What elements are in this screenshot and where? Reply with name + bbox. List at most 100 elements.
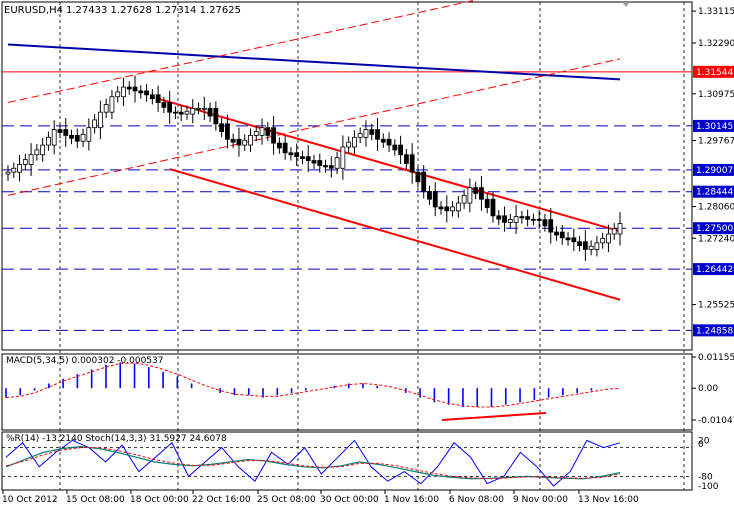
candle-body [46,136,51,146]
candle-body [392,144,398,151]
time-tick-label: 1 Nov 16:00 [384,495,439,505]
price-tick-label: 1.28060 [698,203,734,213]
price-tick-label: 1.33115 [698,7,734,17]
candle-body [352,136,357,148]
price-label-box [693,119,734,132]
candle-body [559,231,565,239]
candle-body [248,134,253,146]
channel-lower-line [169,168,621,301]
candle-body [138,90,144,94]
candle-body [305,156,311,161]
candle-body [484,198,490,208]
candle-body [554,231,559,236]
candle-body [149,94,155,100]
candle-body [34,149,40,156]
candle-body [57,129,63,133]
candle-body [97,111,103,129]
oscillator-label: %R(14) -13.2140 Stoch(14,3,3) 31.5927 24… [6,434,227,444]
candle-body [502,215,507,223]
macd-divergence-line [441,412,547,421]
candle-body [288,152,294,156]
price-tick-label: 1.25525 [698,301,734,311]
candle-body [5,171,11,175]
time-axis: 10 Oct 2012 15 Oct 08:00 18 Oct 00:00 22 Oc… [2,490,639,505]
time-tick-label: 18 Oct 00:00 [130,495,189,505]
channel-upper-line [157,97,621,233]
candle-body [582,241,588,250]
stochastic-signal-line [5,447,621,480]
candle-body [51,129,57,146]
candle-body [450,206,455,212]
candle-body [219,123,225,132]
candle-body [178,111,184,115]
price-label-box [693,222,734,235]
candle-body [265,127,271,136]
candle-body [201,107,207,110]
candle-body [617,223,623,235]
candle-body [565,237,571,241]
macd-tick-label: 0.01155 [698,353,734,363]
candle-body [213,107,219,125]
time-tick-label: 30 Oct 00:00 [320,495,379,505]
candle-body [611,228,617,235]
blue-resistance-line [7,43,621,81]
candle-body [22,159,28,165]
candle-body [271,127,276,144]
candle-body [525,216,531,220]
ohlc-readout: 1.27433 1.27628 1.27314 1.27625 [66,5,241,16]
candle-body [536,218,542,221]
horizontal-levels [2,71,692,331]
macd-tick-label: -0.01047 [698,416,734,426]
candle-body [600,238,606,244]
candle-body [224,123,230,140]
scroll-marker-icon [622,2,630,7]
candle-body [184,110,190,115]
candle-body [109,96,115,113]
candle-body [28,154,34,165]
candle-body [427,191,432,200]
candle-body [236,138,242,146]
candle-body [398,144,404,156]
candle-body [346,141,352,148]
macd-label: MACD(5,34,5) 0.000302 -0.000537 [6,356,163,366]
candle-body [230,138,236,143]
time-tick-label: 15 Oct 08:00 [66,495,125,505]
candle-body [115,91,121,98]
oscillator-tick-label: -100 [698,482,719,492]
grid [1,1,693,491]
oscillator-panel: 200 -80-100 [2,436,719,492]
candle-body [161,102,167,108]
candle-body [92,119,98,129]
candle-body [300,156,305,160]
candle-body [380,138,386,143]
time-tick-label: 13 Nov 16:00 [578,495,639,505]
time-tick-label: 9 Nov 00:00 [513,495,568,505]
candle-body [606,233,611,244]
candle-body [132,86,138,92]
candle-body [328,165,334,169]
candle-body [455,202,461,212]
price-tick-label: 1.32290 [698,39,734,49]
candle-body [513,216,519,223]
candle-body [479,187,484,200]
price-label-text: 1.29007 [696,166,733,176]
candle-body [63,129,69,136]
candle-body [461,194,467,204]
price-label-box [693,65,734,78]
candle-body [207,107,213,117]
candle-body [11,167,17,173]
price-label-text: 1.31544 [696,68,733,78]
candle-body [571,237,577,243]
price-panel-frame [1,1,693,351]
candle-body [588,245,594,250]
oscillator-tick-label: -80 [698,472,713,482]
price-tick-label: 1.29767 [698,137,734,147]
candle-body [167,102,173,113]
williams-r-line [5,439,621,487]
candle-body [363,129,369,138]
candle-body [386,138,392,146]
macd-panel-frame [1,353,693,431]
candle-body [473,187,479,194]
candle-body [121,86,126,98]
